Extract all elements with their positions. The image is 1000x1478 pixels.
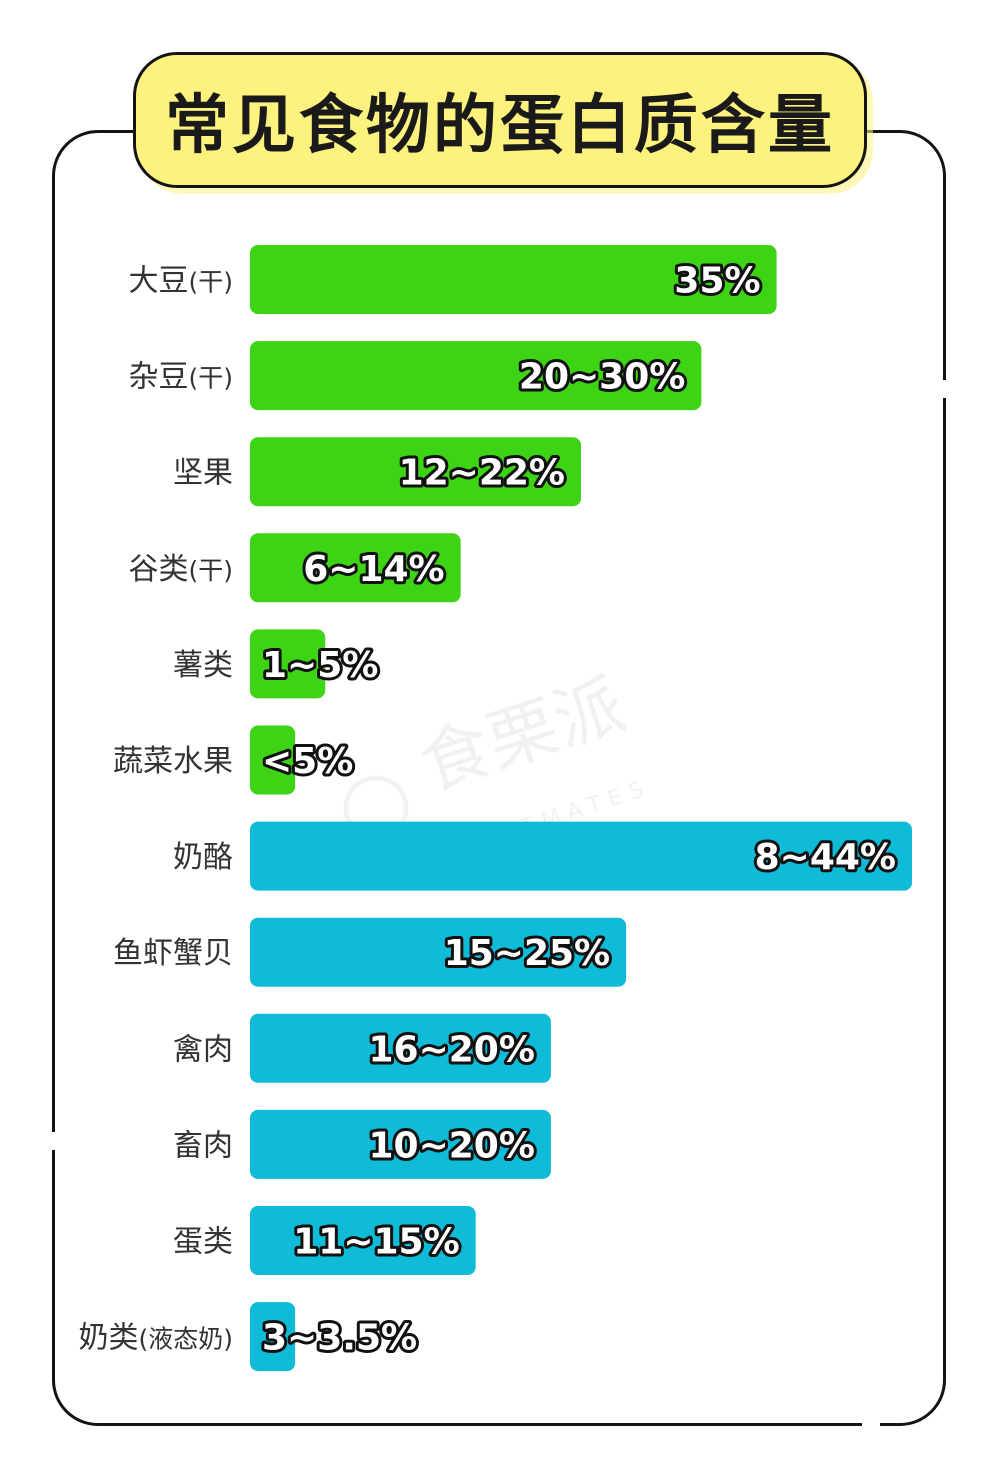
bar-3 — [250, 533, 461, 603]
value-label: 35% — [674, 261, 760, 302]
value-label: 10~20% — [368, 1125, 534, 1166]
bar-10 — [250, 1206, 476, 1275]
bar-7 — [250, 917, 627, 987]
bar-6 — [250, 821, 912, 891]
bar-1 — [250, 341, 702, 411]
category-label: 奶酪 — [173, 840, 233, 875]
bar-5 — [250, 725, 296, 795]
frame-gap — [862, 1421, 880, 1429]
value-label: 8~44% — [755, 837, 896, 878]
value-label: 15~25% — [444, 933, 610, 974]
category-label: 杂豆(干) — [128, 360, 233, 395]
category-label: 禽肉 — [173, 1032, 233, 1067]
category-label: 奶类(液态奶) — [78, 1321, 233, 1356]
category-label: 大豆(干) — [128, 264, 233, 299]
value-label: <5% — [262, 741, 353, 782]
bar-11 — [250, 1302, 296, 1372]
bar-8 — [250, 1013, 551, 1083]
value-label: 1~5% — [262, 645, 378, 686]
value-label: 11~15% — [293, 1222, 459, 1263]
bar-0 — [250, 245, 777, 314]
category-label: 蛋类 — [173, 1225, 233, 1260]
title-banner: 常见食物的蛋白质含量 — [133, 52, 867, 188]
category-label: 薯类 — [173, 648, 233, 683]
value-label: 3~3.5% — [262, 1318, 417, 1359]
page-title: 常见食物的蛋白质含量 — [165, 89, 835, 163]
value-label: 12~22% — [399, 453, 565, 494]
category-label: 蔬菜水果 — [113, 744, 233, 779]
bar-9 — [250, 1109, 551, 1179]
category-label: 谷类(干) — [128, 552, 233, 587]
watermark-text: 食栗派 — [410, 663, 635, 806]
bar-2 — [250, 437, 581, 507]
value-label: 20~30% — [519, 357, 685, 398]
bar-4 — [250, 629, 326, 699]
value-label: 6~14% — [303, 549, 444, 590]
category-label: 坚果 — [173, 456, 233, 491]
value-label: 16~20% — [368, 1029, 534, 1070]
frame-gap — [942, 380, 950, 398]
frame-gap — [48, 1132, 56, 1150]
category-label: 鱼虾蟹贝 — [113, 936, 233, 971]
category-label: 畜肉 — [173, 1128, 233, 1163]
bars-layer: 大豆(干) 35% 杂豆(干) 20~30% 坚果 12~22% 谷类(干) 6~14% 薯类 1… — [78, 245, 912, 1372]
